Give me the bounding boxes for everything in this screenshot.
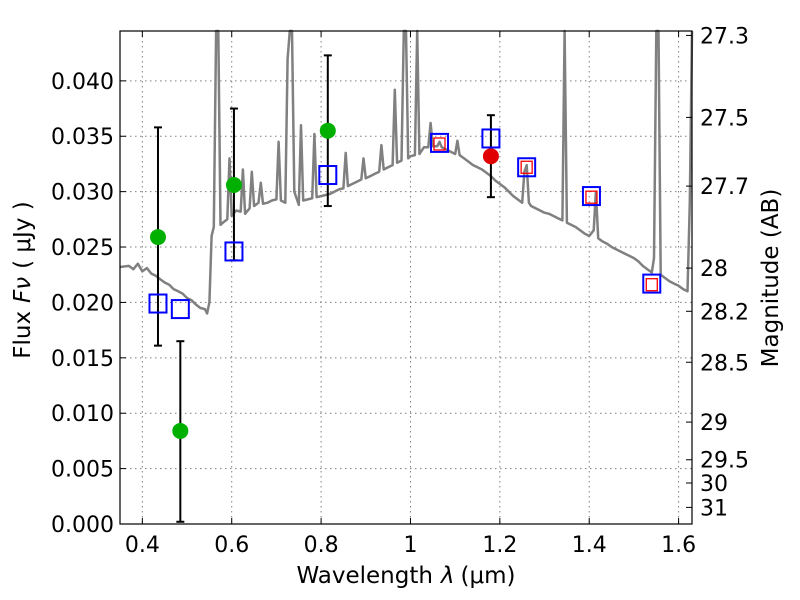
mag-tick-label: 27.5 (700, 106, 749, 131)
mag-tick-label: 31 (700, 496, 728, 521)
model-square (481, 128, 501, 149)
mag-tick-label: 30 (700, 472, 728, 497)
mag-tick-label: 27.3 (700, 24, 749, 49)
y-tick-label: 0.015 (51, 347, 114, 372)
y-tick-label: 0.000 (51, 513, 114, 538)
model-square (430, 132, 450, 153)
y-tick-label: 0.005 (51, 458, 114, 483)
data-point (482, 148, 499, 165)
mag-tick-label: 29.5 (700, 449, 749, 474)
data-point (172, 422, 189, 439)
model-square (224, 241, 244, 262)
x-tick-label: 0.4 (125, 533, 160, 558)
marker-layer (148, 54, 662, 523)
y-tick-label: 0.040 (51, 70, 114, 95)
grid (120, 31, 692, 525)
model-square (642, 273, 662, 294)
y-tick-label: 0.035 (51, 125, 114, 150)
y-tick-label: 0.030 (51, 181, 114, 206)
data-point (149, 229, 166, 246)
model-square (517, 157, 537, 178)
mag-tick-label: 29 (700, 411, 728, 436)
x-tick-label: 1.2 (482, 533, 517, 558)
y-tick-label: 0.020 (51, 291, 114, 316)
x-tick-label: 1 (403, 533, 417, 558)
model-square (581, 186, 601, 207)
plot-frame (119, 30, 693, 525)
model-square (170, 299, 190, 320)
mag-tick-label: 28 (700, 257, 728, 282)
model-square-inner (645, 278, 658, 292)
x-axis-label: Wavelength λ (μm) (296, 563, 515, 589)
y-tick-label: 0.010 (51, 402, 114, 427)
spectrum-layer (119, 29, 694, 315)
model-square-inner (433, 137, 446, 151)
model-square-inner (585, 190, 598, 204)
model-square (318, 165, 338, 186)
y-axis-label: FluxFν( μJy ) (10, 201, 36, 359)
x-tick-label: 0.8 (304, 533, 339, 558)
tick-layer: 0.4 0.6 0.8 1 1.2 1.4 1.6 0.000 0.005 0.010 0.015 0… (51, 24, 749, 558)
x-tick-label: 0.6 (214, 533, 249, 558)
mag-tick-label: 28.5 (700, 351, 749, 376)
data-point (319, 122, 336, 139)
model-square-inner (520, 160, 533, 174)
mag-tick-label: 28.2 (700, 300, 749, 325)
x-tick-label: 1.4 (572, 533, 607, 558)
mag-tick-label: 27.7 (700, 175, 749, 200)
x-tick-label: 1.6 (661, 533, 696, 558)
model-square (148, 293, 168, 314)
spectrum-line (119, 29, 694, 315)
y2-axis-label: Magnitude (AB) (758, 189, 784, 368)
y-tick-label: 0.025 (51, 236, 114, 261)
data-point (225, 176, 242, 193)
